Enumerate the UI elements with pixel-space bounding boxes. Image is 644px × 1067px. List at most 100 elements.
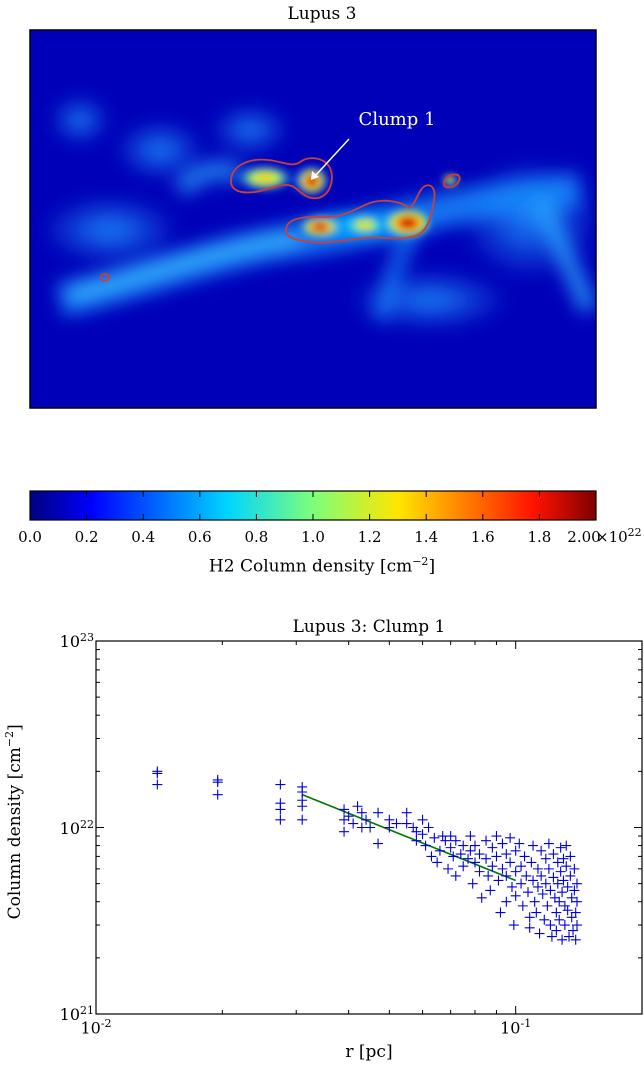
colorbar-tick-label: 1.0	[301, 528, 325, 546]
data-point	[555, 866, 566, 877]
data-point	[532, 863, 543, 874]
contour-small-left	[100, 272, 111, 282]
data-point	[510, 890, 521, 901]
data-point	[411, 835, 422, 846]
data-point	[558, 853, 569, 864]
data-point	[463, 853, 474, 864]
data-point	[508, 920, 519, 931]
plot-title: Lupus 3: Clump 1	[292, 617, 446, 637]
data-point	[352, 801, 363, 812]
data-point	[524, 912, 535, 923]
data-point	[476, 892, 487, 903]
data-point	[152, 768, 163, 779]
x-tick-label: 10-1	[500, 1017, 532, 1038]
data-point	[543, 838, 554, 849]
data-point	[440, 835, 451, 846]
data-point	[545, 920, 556, 931]
data-point	[557, 934, 568, 945]
annotation-arrowhead	[311, 171, 319, 180]
data-point	[401, 818, 412, 829]
data-point	[361, 814, 372, 825]
colorbar-tick-label: 1.4	[414, 528, 439, 546]
data-point	[536, 870, 547, 881]
data-point	[448, 851, 459, 862]
data-point	[391, 818, 402, 829]
data-point	[531, 907, 542, 918]
data-point	[565, 870, 576, 881]
data-point	[356, 807, 367, 818]
contour-clump1	[230, 157, 333, 200]
data-point	[548, 872, 559, 883]
data-point	[152, 779, 163, 790]
data-point	[554, 914, 565, 925]
data-point	[557, 887, 568, 898]
colorbar-tick-label: 0.6	[187, 528, 212, 546]
axis-tick-marks	[95, 641, 643, 1015]
data-point	[339, 826, 350, 837]
data-point	[501, 896, 512, 907]
data-point	[522, 887, 533, 898]
data-point	[551, 925, 562, 936]
data-point	[474, 866, 485, 877]
density-map	[30, 30, 596, 408]
data-point	[546, 931, 557, 942]
colorbar-tick-label: 0.4	[131, 528, 156, 546]
density-contours	[100, 157, 461, 282]
colorbar-tick-label: 1.2	[357, 528, 382, 546]
data-point	[434, 845, 445, 856]
map-frame	[29, 29, 597, 409]
data-point	[568, 925, 579, 936]
data-point	[445, 831, 456, 842]
data-point	[411, 826, 422, 837]
data-point	[343, 811, 354, 822]
data-point	[548, 849, 559, 860]
data-point	[554, 896, 565, 907]
y-tick-label: 1022	[59, 817, 94, 838]
data-point	[561, 840, 572, 851]
data-point	[562, 905, 573, 916]
data-point	[497, 863, 508, 874]
data-point	[529, 896, 540, 907]
data-point	[481, 853, 492, 864]
data-point	[559, 920, 570, 931]
x-axis-label: r [pc]	[345, 1042, 393, 1062]
data-point	[532, 881, 543, 892]
data-point	[373, 838, 384, 849]
data-point	[555, 842, 566, 853]
data-point	[571, 896, 582, 907]
data-point	[539, 914, 550, 925]
colorbar-tick-label: 1.6	[470, 528, 495, 546]
data-point	[297, 814, 308, 825]
data-point	[528, 840, 539, 851]
y-tick-label: 1021	[59, 1003, 94, 1025]
data-point	[552, 857, 563, 868]
colorbar-tick-label: 1.8	[527, 528, 552, 546]
data-point	[510, 845, 521, 856]
data-point	[570, 907, 581, 918]
data-point	[565, 851, 576, 862]
data-point	[521, 870, 532, 881]
y-axis-label: Column density [cm−2]	[3, 724, 25, 920]
colorbar-tick-label: 0.0	[18, 528, 42, 546]
map-title: Lupus 3	[287, 4, 357, 24]
data-point	[373, 807, 384, 818]
data-point	[542, 900, 553, 911]
data-point	[528, 875, 539, 886]
colorbar-tick-label: 0.8	[244, 528, 269, 546]
data-point	[516, 861, 527, 872]
data-point	[491, 831, 502, 842]
data-point	[384, 822, 395, 833]
data-point	[465, 845, 476, 856]
data-point	[487, 842, 498, 853]
colorbar-tick-marks	[29, 491, 597, 520]
data-point	[517, 900, 528, 911]
data-point	[519, 851, 530, 862]
data-point	[365, 822, 376, 833]
data-point	[423, 822, 434, 833]
data-point	[275, 814, 286, 825]
data-point	[450, 835, 461, 846]
data-point	[566, 912, 577, 923]
data-point	[467, 878, 478, 889]
data-point	[552, 878, 563, 889]
